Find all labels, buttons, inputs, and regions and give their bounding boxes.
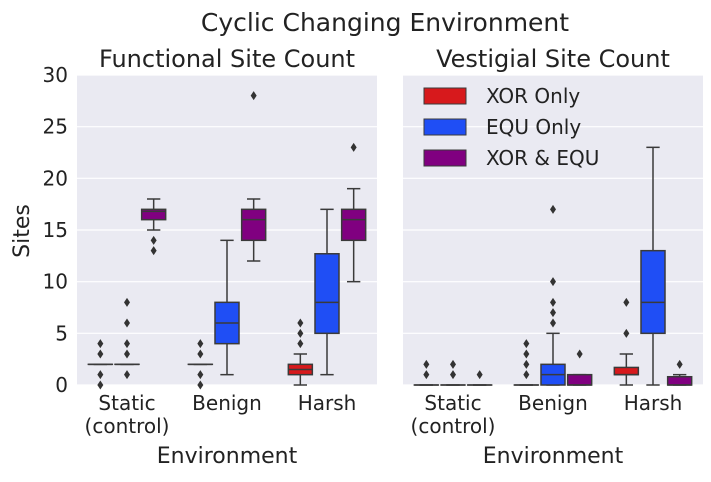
legend-label: EQU Only	[486, 115, 581, 139]
box-body	[315, 254, 339, 334]
x-tick-label: Static(control)	[411, 391, 496, 438]
legend-label: XOR & EQU	[486, 146, 599, 170]
x-tick-label: Benign	[192, 391, 262, 415]
x-tick-label: Benign	[518, 391, 588, 415]
box-body	[641, 251, 665, 334]
x-axis-label: Environment	[157, 444, 298, 469]
x-tick-label-line: Static	[98, 391, 155, 415]
y-tick-label: 5	[55, 321, 68, 345]
legend-swatch	[424, 88, 466, 104]
x-axis-label: Environment	[483, 444, 624, 469]
legend-swatch	[424, 150, 466, 166]
x-tick-label-line: Harsh	[624, 391, 683, 415]
panel-title: Vestigial Site Count	[436, 45, 670, 73]
x-tick-label: Harsh	[298, 391, 357, 415]
y-tick-label: 30	[43, 63, 68, 87]
box-body	[668, 377, 692, 385]
legend-swatch	[424, 119, 466, 135]
y-tick-label: 25	[43, 115, 68, 139]
panel-2: Vestigial Site Count Environment Static(co…	[403, 45, 703, 469]
y-tick-label: 10	[43, 270, 68, 294]
x-tick-label-line: Harsh	[298, 391, 357, 415]
x-tick-label-line: Benign	[518, 391, 588, 415]
legend: XOR Only EQU Only XOR & EQU	[424, 84, 599, 170]
x-tick-label-line: Benign	[192, 391, 262, 415]
box-body	[568, 375, 592, 385]
y-tick-label: 15	[43, 218, 68, 242]
x-tick-label-line: (control)	[411, 414, 496, 438]
x-tick-label: Static(control)	[85, 391, 170, 438]
panel-title: Functional Site Count	[99, 45, 355, 73]
legend-label: XOR Only	[486, 84, 580, 108]
x-tick-label-line: (control)	[85, 414, 170, 438]
x-tick-label-line: Static	[424, 391, 481, 415]
y-axis-label: Sites	[10, 204, 35, 258]
panel-1: 0 5 10 15 20 25 30 Functional Site Count Environ…	[43, 45, 377, 469]
y-tick-label: 0	[55, 373, 68, 397]
box-body	[242, 209, 266, 240]
chart-suptitle: Cyclic Changing Environment	[201, 8, 569, 37]
x-tick-label: Harsh	[624, 391, 683, 415]
box-body	[614, 367, 638, 374]
box-body	[342, 209, 366, 240]
y-tick-label: 20	[43, 166, 68, 190]
